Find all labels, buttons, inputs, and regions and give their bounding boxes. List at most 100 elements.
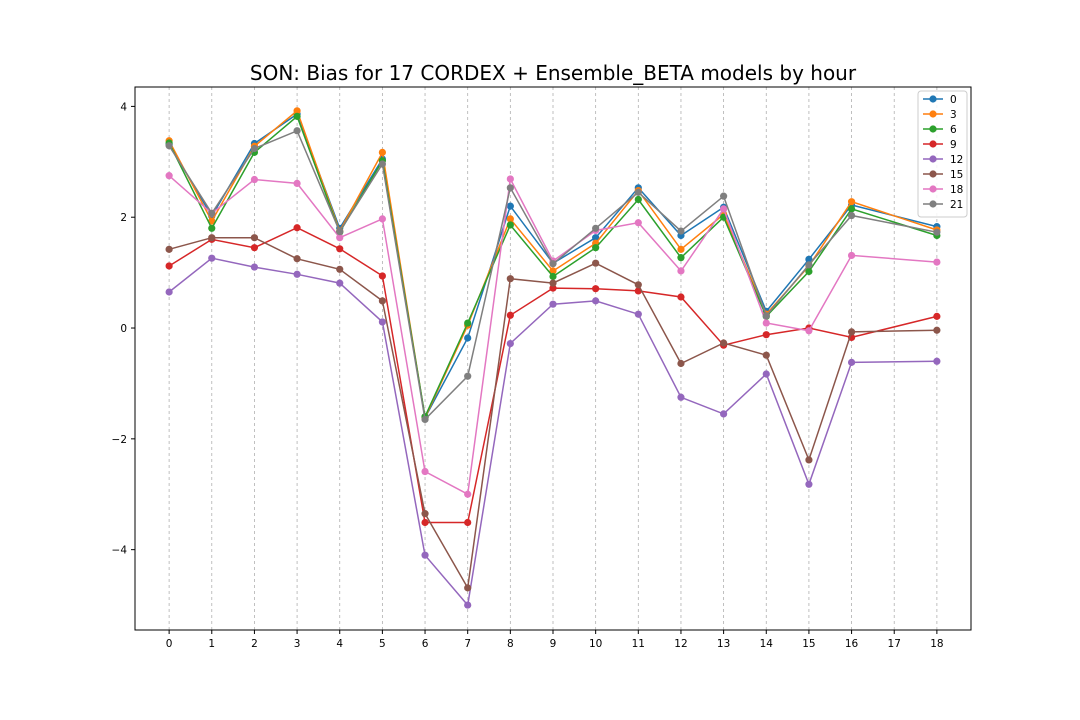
data-point bbox=[166, 142, 173, 149]
data-point bbox=[848, 212, 855, 219]
data-point bbox=[166, 172, 173, 179]
data-point bbox=[549, 301, 556, 308]
x-tick-label: 18 bbox=[930, 638, 943, 650]
x-tick-label: 6 bbox=[422, 638, 429, 650]
data-point bbox=[549, 273, 556, 280]
data-point bbox=[208, 234, 215, 241]
data-point bbox=[379, 318, 386, 325]
data-point bbox=[763, 312, 770, 319]
y-tick-label: −2 bbox=[112, 434, 127, 446]
y-tick-label: 0 bbox=[120, 323, 127, 335]
data-point bbox=[293, 180, 300, 187]
data-point bbox=[251, 145, 258, 152]
data-point bbox=[677, 227, 684, 234]
data-point bbox=[592, 285, 599, 292]
data-point bbox=[848, 359, 855, 366]
legend-label: 0 bbox=[950, 94, 957, 106]
grid-lines bbox=[169, 87, 937, 630]
data-point bbox=[933, 358, 940, 365]
data-point bbox=[166, 262, 173, 269]
data-point bbox=[805, 261, 812, 268]
data-point bbox=[336, 245, 343, 252]
data-point bbox=[848, 252, 855, 259]
data-point bbox=[464, 319, 471, 326]
data-point bbox=[251, 263, 258, 270]
data-point bbox=[293, 113, 300, 120]
x-tick-label: 1 bbox=[208, 638, 215, 650]
data-point bbox=[336, 228, 343, 235]
data-point bbox=[805, 481, 812, 488]
data-point bbox=[677, 293, 684, 300]
x-tick-label: 14 bbox=[760, 638, 774, 650]
legend-label: 12 bbox=[950, 154, 963, 166]
data-point bbox=[848, 198, 855, 205]
chart-title: SON: Bias for 17 CORDEX + Ensemble_BETA … bbox=[250, 61, 857, 85]
data-point bbox=[293, 271, 300, 278]
data-point bbox=[848, 328, 855, 335]
data-point bbox=[166, 288, 173, 295]
data-point bbox=[507, 340, 514, 347]
data-point bbox=[379, 297, 386, 304]
legend: 036912151821 bbox=[918, 91, 967, 217]
data-point bbox=[592, 260, 599, 267]
data-point bbox=[379, 149, 386, 156]
x-tick-label: 2 bbox=[251, 638, 258, 650]
x-tick-label: 0 bbox=[166, 638, 173, 650]
x-tick-label: 16 bbox=[845, 638, 859, 650]
data-point bbox=[677, 246, 684, 253]
data-point bbox=[208, 225, 215, 232]
legend-label: 15 bbox=[950, 169, 963, 181]
legend-label: 3 bbox=[950, 109, 957, 121]
data-point bbox=[507, 221, 514, 228]
data-point bbox=[635, 311, 642, 318]
data-point bbox=[805, 456, 812, 463]
legend-swatch-marker bbox=[929, 140, 936, 147]
legend-swatch-marker bbox=[929, 110, 936, 117]
x-tick-label: 11 bbox=[632, 638, 645, 650]
x-tick-label: 9 bbox=[550, 638, 557, 650]
data-point bbox=[933, 229, 940, 236]
x-tick-label: 17 bbox=[888, 638, 901, 650]
legend-swatch-marker bbox=[929, 95, 936, 102]
data-point bbox=[805, 327, 812, 334]
data-point bbox=[763, 352, 770, 359]
data-point bbox=[251, 176, 258, 183]
x-tick-label: 4 bbox=[336, 638, 343, 650]
y-tick-label: 2 bbox=[120, 212, 127, 224]
x-tick-label: 3 bbox=[294, 638, 301, 650]
data-point bbox=[763, 331, 770, 338]
legend-swatch-marker bbox=[929, 200, 936, 207]
data-point bbox=[848, 205, 855, 212]
data-point bbox=[677, 267, 684, 274]
x-tick-label: 10 bbox=[589, 638, 602, 650]
data-point bbox=[421, 510, 428, 517]
legend-swatch-marker bbox=[929, 170, 936, 177]
legend-swatch-marker bbox=[929, 155, 936, 162]
data-point bbox=[677, 394, 684, 401]
legend-label: 6 bbox=[950, 124, 957, 136]
data-point bbox=[464, 373, 471, 380]
legend-label: 21 bbox=[950, 199, 963, 211]
data-point bbox=[379, 160, 386, 167]
data-point bbox=[677, 254, 684, 261]
data-point bbox=[464, 584, 471, 591]
data-point bbox=[166, 246, 173, 253]
legend-label: 18 bbox=[950, 184, 963, 196]
data-point bbox=[763, 319, 770, 326]
data-point bbox=[251, 244, 258, 251]
data-point bbox=[464, 601, 471, 608]
data-point bbox=[421, 416, 428, 423]
data-point bbox=[720, 205, 727, 212]
data-point bbox=[379, 272, 386, 279]
data-point bbox=[635, 281, 642, 288]
data-point bbox=[763, 370, 770, 377]
legend-swatch-marker bbox=[929, 125, 936, 132]
data-point bbox=[549, 260, 556, 267]
data-point bbox=[336, 280, 343, 287]
data-point bbox=[464, 491, 471, 498]
data-point bbox=[293, 255, 300, 262]
data-point bbox=[507, 203, 514, 210]
data-point bbox=[208, 255, 215, 262]
data-point bbox=[933, 313, 940, 320]
